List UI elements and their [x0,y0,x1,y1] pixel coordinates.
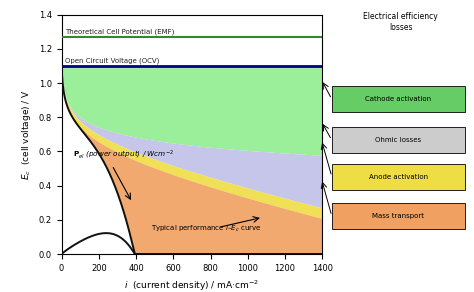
Text: Anode activation: Anode activation [369,174,428,180]
Text: Typical performance $i$–$E_c$ curve: Typical performance $i$–$E_c$ curve [151,224,262,234]
Text: Cathode activation: Cathode activation [365,96,431,102]
Text: Theoretical Cell Potential (EMF): Theoretical Cell Potential (EMF) [65,28,174,35]
X-axis label: $i$  (current density) / mA·cm$^{-2}$: $i$ (current density) / mA·cm$^{-2}$ [125,278,259,292]
Text: Ohmic losses: Ohmic losses [375,137,421,143]
Y-axis label: $E_c$  (cell voltage) / V: $E_c$ (cell voltage) / V [20,89,33,180]
Text: Open Circuit Voltage (OCV): Open Circuit Voltage (OCV) [65,57,159,64]
Text: Electrical efficiency
losses: Electrical efficiency losses [363,12,438,32]
Text: Mass transport: Mass transport [372,213,424,219]
Text: $\mathbf{P}_{el}$ (power output) / Wcm$^{-2}$: $\mathbf{P}_{el}$ (power output) / Wcm$^… [73,148,174,161]
